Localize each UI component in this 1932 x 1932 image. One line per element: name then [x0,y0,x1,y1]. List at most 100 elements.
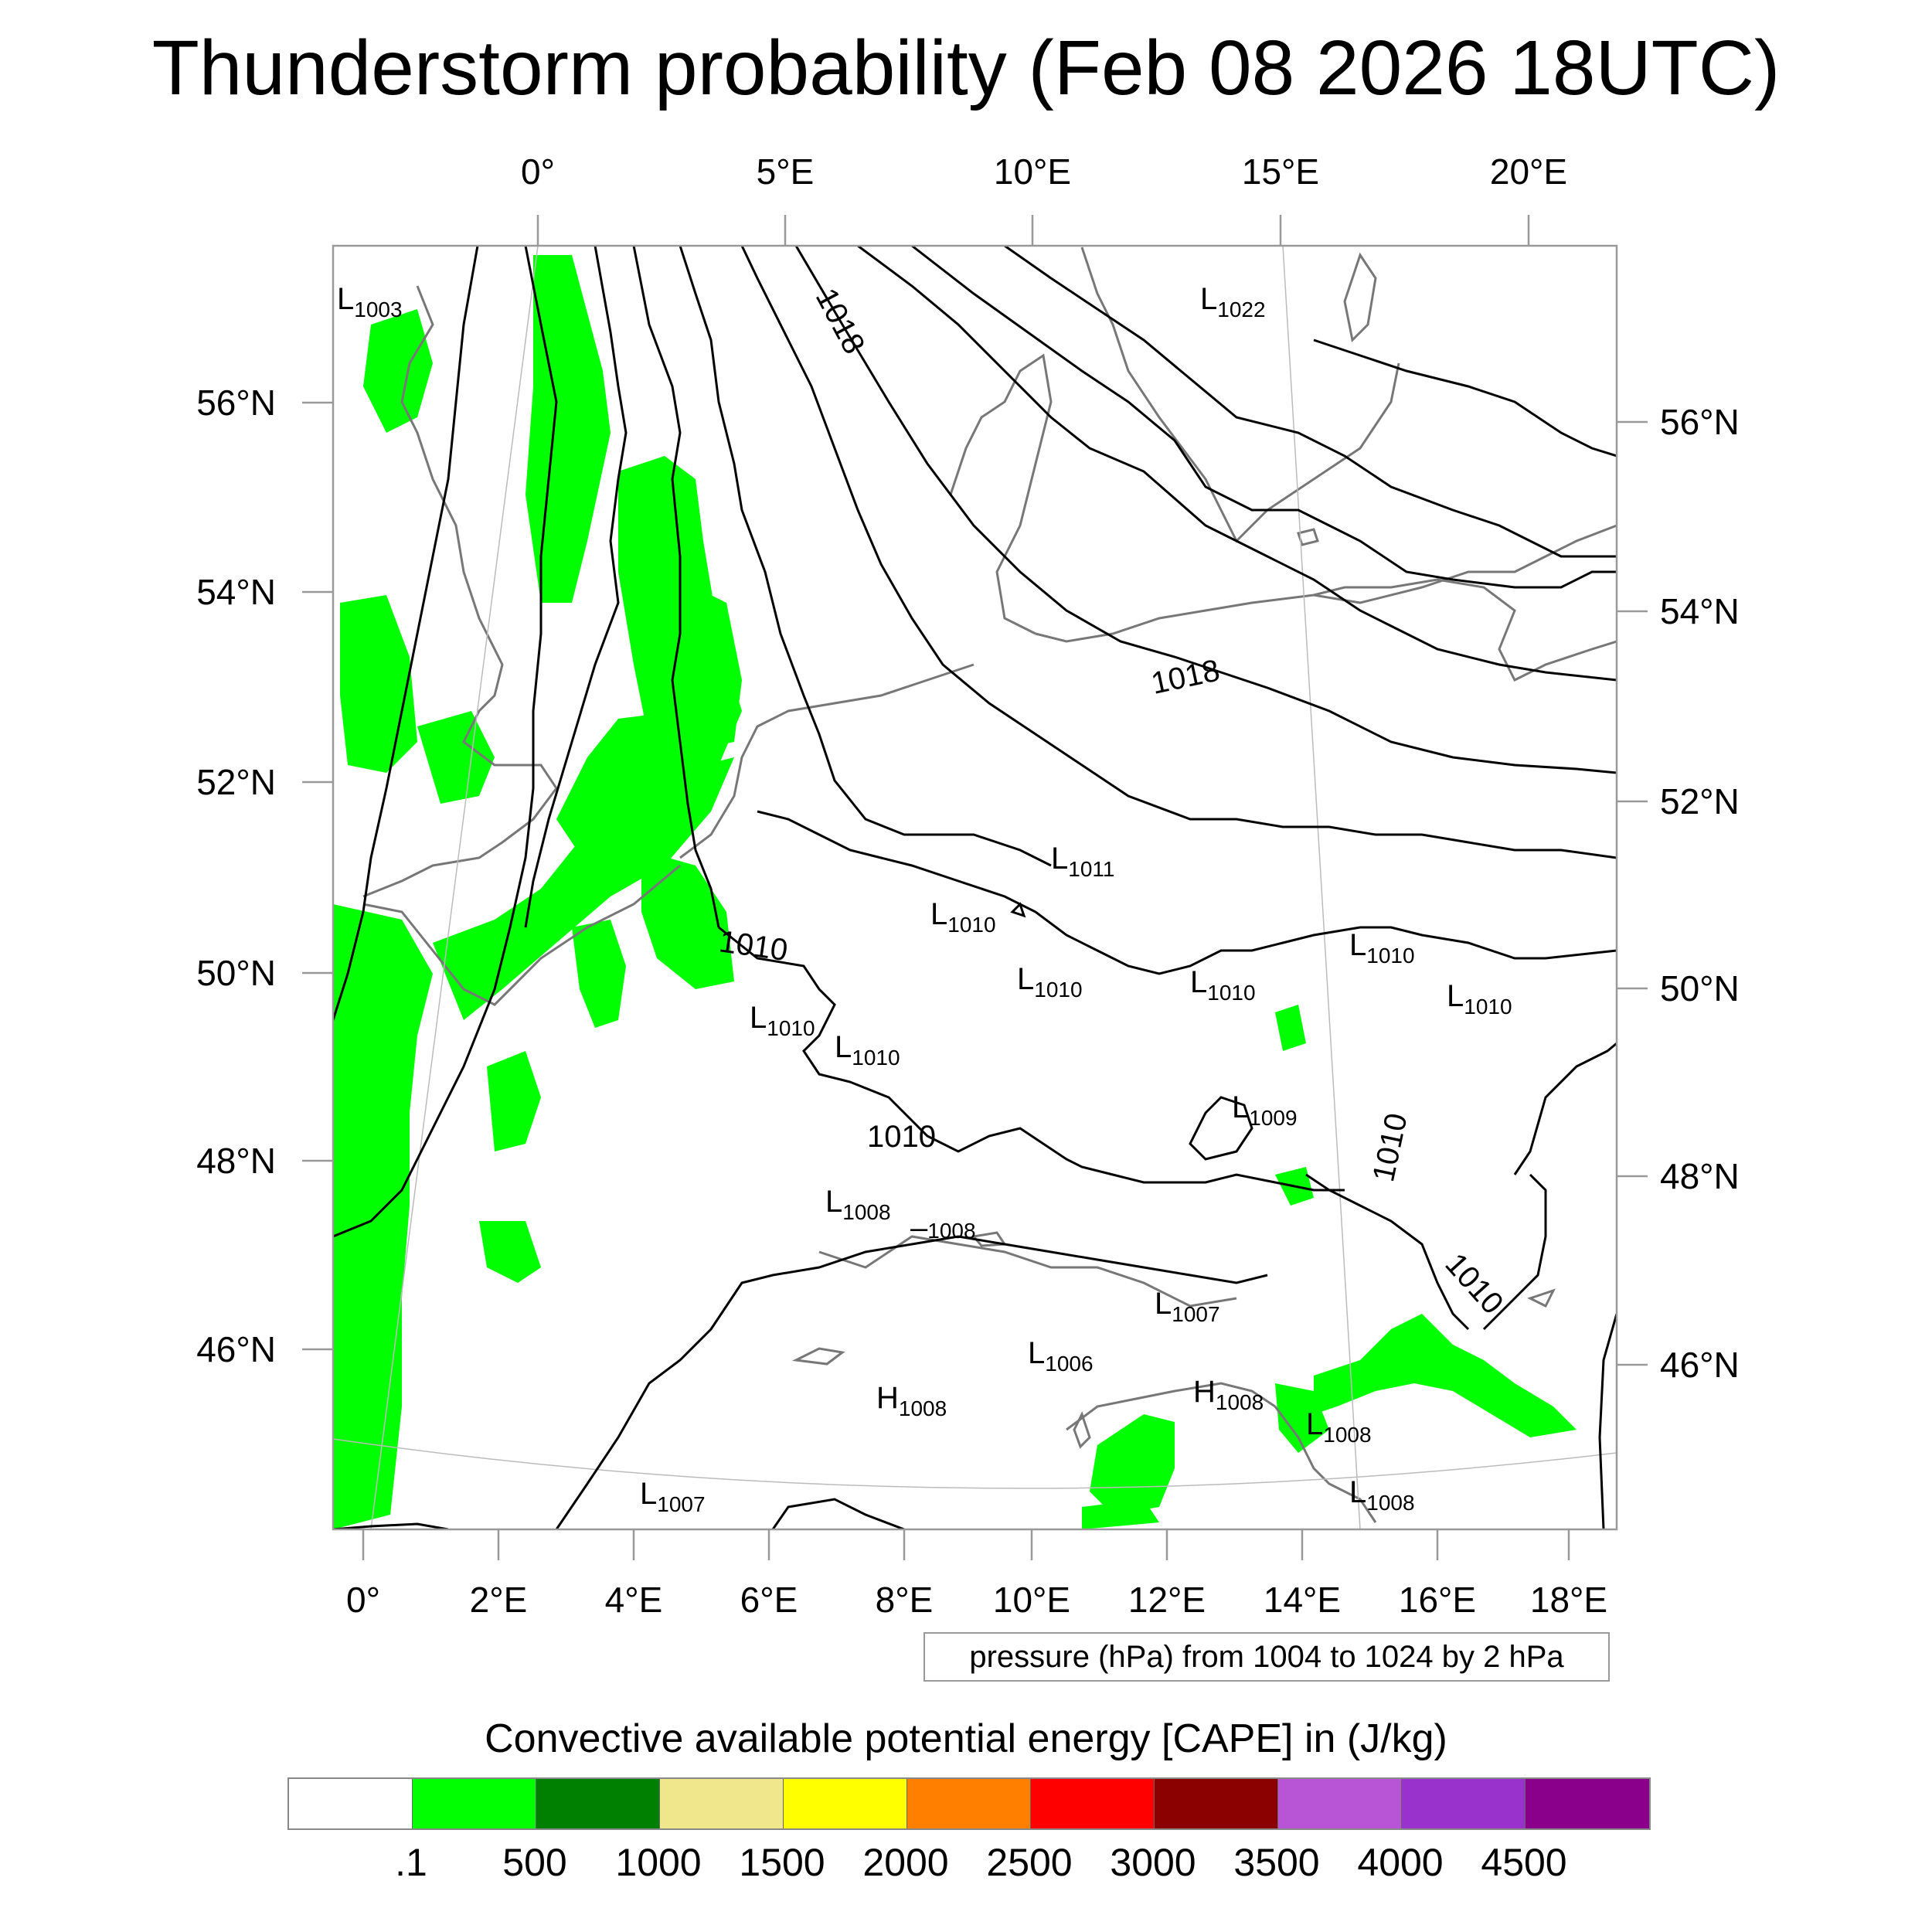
isobar-south-4 [771,1498,905,1529]
colorbar-swatch-7 [1155,1779,1278,1828]
isobar-south-3 [555,1235,1268,1529]
low-1003: L1003 [337,282,403,321]
coast-adriatic-italy [1066,1382,1276,1431]
map-frame [332,244,1618,1531]
bottom-label-12e: 12°E [1128,1580,1206,1620]
colorbar-swatch-2 [536,1779,660,1828]
isobar-1 [333,246,479,1021]
top-label-0: 0° [521,151,555,192]
colorbar-swatch-9 [1402,1779,1526,1828]
bottom-label-16e: 16°E [1399,1580,1476,1620]
left-label-48n: 48°N [196,1141,276,1181]
low-1010-b: L1010 [1017,962,1083,1002]
isobar-8 [1004,246,1617,558]
top-label-20e: 20°E [1490,151,1567,192]
isobar-south-5 [1305,1173,1470,1331]
colorbar [287,1777,1651,1830]
cape-area-france-west [479,1221,541,1283]
bottom-label-10e: 10°E [993,1580,1070,1620]
coast-uk-east [362,285,558,898]
bottom-label-4e: 4°E [605,1580,663,1620]
right-label-50n: 50°N [1660,968,1740,1009]
isobar-1018-b [794,246,1617,774]
bottom-label-6e: 6°E [740,1580,798,1620]
colorbar-label-9: 4500 [1481,1841,1567,1884]
map-title: Thunderstorm probability (Feb 08 2026 18… [151,25,1781,111]
low-1022: L1022 [1200,282,1266,321]
cape-area-south-tip [1082,1499,1159,1529]
low-1007-a: L1007 [1155,1287,1220,1326]
isobar-label-1010-b: 1010 [867,1120,936,1154]
left-label-52n: 52°N [196,762,276,802]
pressure-info-box: pressure (hPa) from 1004 to 1024 by 2 hP… [923,1632,1610,1682]
cape-area-luxembourg [572,920,626,1028]
coast-poland [1313,578,1617,682]
colorbar-swatch-3 [660,1779,784,1828]
colorbar-label-0: .1 [395,1841,427,1884]
top-label-15e: 15°E [1242,151,1319,192]
left-label-50n: 50°N [196,953,276,993]
colorbar-label-4: 2000 [862,1841,949,1884]
low-1010-a: L1010 [930,897,996,937]
colorbar-label-1: 500 [502,1841,567,1884]
lake-geneva [791,1347,845,1366]
isobar-9 [1313,338,1617,457]
left-label-54n: 54°N [196,572,276,612]
cape-area-uk-north [363,309,433,433]
low-1008-b: L1008 [1306,1407,1372,1447]
cape-area-adriatic-west [1090,1414,1175,1515]
coast-denmark [949,353,1053,635]
isobar-south-7 [1598,1313,1617,1529]
right-label-48n: 48°N [1660,1156,1740,1196]
isobar-central [757,810,1617,975]
colorbar-label-6: 3000 [1110,1841,1196,1884]
right-axis-labels: 56°N 54°N 52°N 50°N 48°N 46°N [1660,402,1740,1385]
right-label-52n: 52°N [1660,781,1740,821]
right-label-54n: 54°N [1660,591,1740,631]
cape-area-uk-central [417,711,495,804]
legend-title: Convective available potential energy [C… [485,1716,1447,1761]
coastlines [362,247,1617,1523]
pressure-center-labels: L1003 L1022 L1011 L1010 L1010 L1010 L101… [337,282,1512,1516]
low-1010-g: L1010 [835,1030,900,1070]
isobar-1018-a [740,246,1617,859]
isobar-4 [632,246,720,928]
low-1007-b: L1007 [640,1477,706,1516]
isobar-label-1008: –1008 [910,1211,976,1245]
cape-area-netherlands [641,850,734,989]
lake-balaton [1527,1288,1556,1308]
colorbar-label-5: 2500 [986,1841,1073,1884]
coast-netherlands [679,663,975,859]
isobar-south-2 [1482,1173,1547,1331]
cape-area-adriatic-east [1314,1314,1577,1437]
graticule-45N [333,1438,1617,1489]
cape-area-channel [433,757,734,1020]
cape-area-north-sea-west [526,255,611,603]
bottom-axis-labels: 0° 2°E 4°E 6°E 8°E 10°E 12°E 14°E 16°E 1… [346,1580,1607,1620]
high-1008-b: H1008 [1193,1375,1264,1414]
isobar-3 [524,246,628,928]
bottom-label-2e: 2°E [470,1580,528,1620]
colorbar-swatch-4 [784,1779,907,1828]
isobar-6 [857,246,1617,682]
isobars [333,246,1617,1529]
cape-area-bohemia [1275,1005,1306,1051]
isobar-low-east [1189,1096,1253,1161]
low-1006: L1006 [1028,1336,1094,1376]
bottom-label-0: 0° [346,1580,380,1620]
low-1008-a: L1008 [825,1185,891,1224]
isobar-2 [333,246,558,1238]
right-label-56n: 56°N [1660,402,1740,442]
cape-area-west-coast [333,904,433,1529]
coast-germany-baltic [1035,524,1617,643]
colorbar-label-8: 4000 [1357,1841,1444,1884]
colorbar-label-2: 1000 [615,1841,702,1884]
coast-adriatic-croatia [1274,1406,1377,1523]
isobar-1010-line [718,926,1345,1192]
low-1010-e: L1010 [1447,979,1512,1019]
low-1010-d: L1010 [1349,928,1415,968]
colorbar-swatch-0 [289,1779,413,1828]
colorbar-swatch-1 [413,1779,536,1828]
isobar-south-1 [1513,1042,1617,1175]
